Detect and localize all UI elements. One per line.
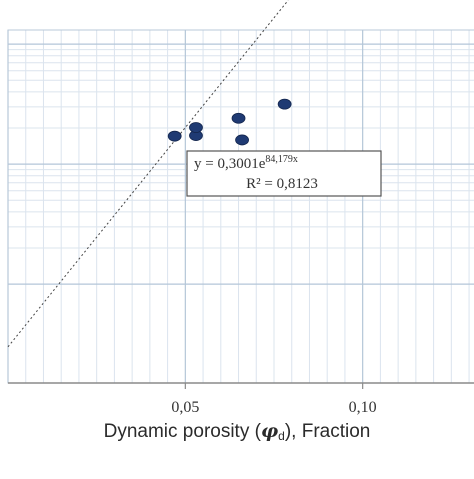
r-squared-label: R² = 0,8123 <box>246 176 318 192</box>
data-point <box>231 112 246 124</box>
equation-base: y = 0,3001e <box>194 156 266 172</box>
x-axis-title: Dynamic porosity (φd), Fraction <box>0 420 474 443</box>
data-point <box>235 134 249 146</box>
x-tick-label: 0,05 <box>171 399 199 416</box>
data-point <box>277 98 292 110</box>
plot-frame <box>7 29 474 384</box>
equation-box: y = 0,3001e84,179x R² = 0,8123 <box>186 150 382 197</box>
x-axis-title-subscript: d <box>278 429 285 443</box>
x-tick-label: 0,10 <box>349 399 377 416</box>
x-axis-ticks: 0,050,100 <box>171 383 377 416</box>
x-axis-title-suffix: ), Fraction <box>284 421 371 442</box>
major-gridlines <box>7 30 474 383</box>
equation-exponent: 84,179x <box>265 154 298 165</box>
x-axis-title-prefix: Dynamic porosity ( <box>103 421 261 442</box>
data-points <box>167 98 292 146</box>
data-point <box>167 130 182 142</box>
x-axis-title-symbol: φ <box>260 420 279 442</box>
trendline-equation: y = 0,3001e84,179x <box>194 154 298 172</box>
data-point <box>189 122 203 133</box>
minor-gridlines <box>8 30 474 383</box>
equation-box-frame <box>186 150 382 197</box>
